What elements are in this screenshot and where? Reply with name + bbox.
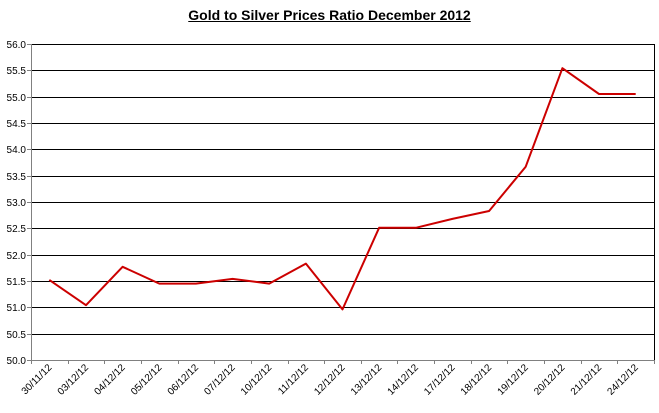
x-tick-label: 05/12/12 (129, 362, 165, 398)
x-tick-label: 30/11/12 (20, 362, 55, 397)
axes (27, 44, 655, 364)
gridlines (31, 44, 654, 361)
x-tick-label: 14/12/12 (386, 362, 422, 398)
x-tick-label: 10/12/12 (239, 362, 275, 398)
series (48, 67, 636, 311)
x-tick-label: 17/12/12 (422, 362, 458, 398)
y-tick-label: 56.0 (7, 40, 27, 51)
x-tick-label: 20/12/12 (532, 362, 568, 398)
y-tick-labels: 50.0 50.5 51.0 51.5 52.0 52.5 53.0 53.5 54.0 54.5… (7, 40, 27, 367)
x-tick-label: 04/12/12 (92, 362, 128, 398)
x-tick-label: 19/12/12 (496, 362, 532, 398)
chart-title: Gold to Silver Prices Ratio December 201… (188, 7, 471, 23)
y-tick-label: 52.0 (7, 251, 27, 262)
y-tick-label: 55.0 (7, 93, 27, 104)
x-tick-label: 13/12/12 (349, 362, 385, 398)
y-tick-label: 54.5 (7, 119, 27, 130)
y-tick-label: 53.5 (7, 172, 27, 183)
series-line-0 (48, 67, 636, 311)
y-tick-label: 50.5 (7, 330, 27, 341)
x-tick-label: 24/12/12 (605, 362, 641, 398)
x-tick-label: 12/12/12 (312, 362, 348, 398)
y-tick-label: 55.5 (7, 66, 27, 77)
x-tick-labels: 30/11/12 03/12/12 04/12/12 05/12/12 06/12/12… (20, 362, 641, 398)
x-tick-label: 03/12/12 (56, 362, 92, 398)
y-tick-label: 51.5 (7, 277, 27, 288)
x-tick-label: 07/12/12 (202, 362, 238, 398)
x-tick-label: 06/12/12 (166, 362, 202, 398)
y-tick-label: 50.0 (7, 356, 27, 367)
x-tick-label: 11/12/12 (276, 362, 311, 397)
y-tick-label: 53.0 (7, 198, 27, 209)
y-tick-label: 51.0 (7, 303, 27, 314)
y-tick-label: 54.0 (7, 145, 27, 156)
x-tick-label: 18/12/12 (459, 362, 495, 398)
x-tick-label: 21/12/12 (569, 362, 605, 398)
y-tick-label: 52.5 (7, 224, 27, 235)
